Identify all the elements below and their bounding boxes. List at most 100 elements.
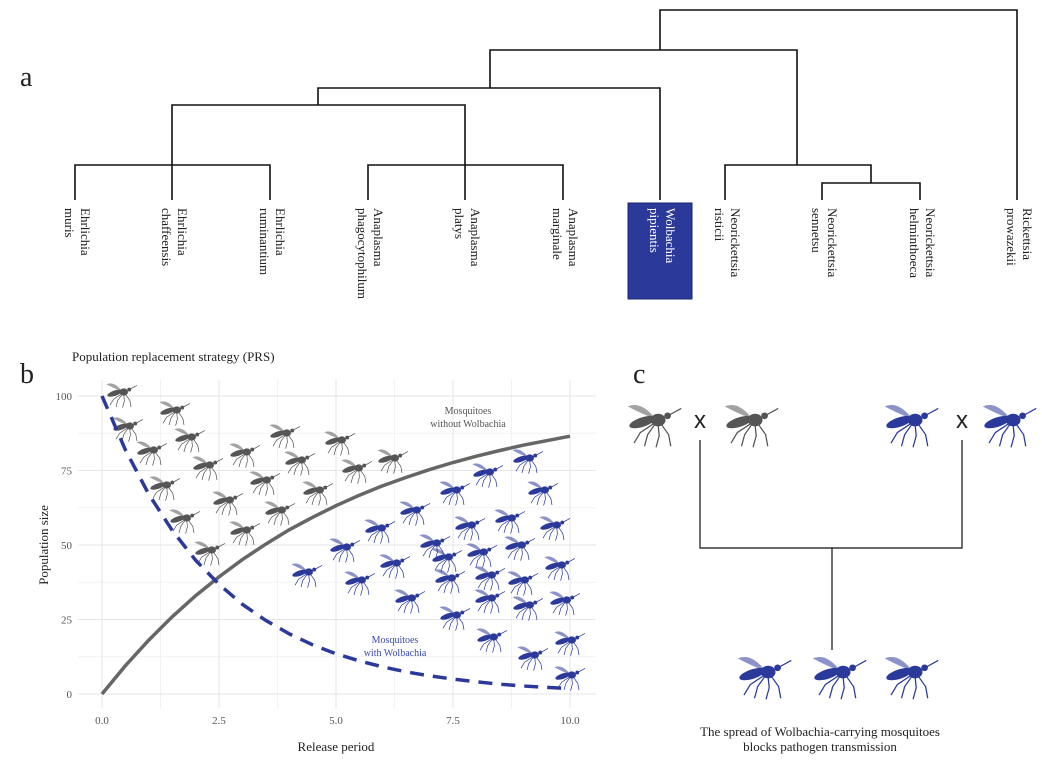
head (538, 651, 542, 655)
head (362, 464, 366, 468)
head (515, 514, 519, 518)
annotation: with Wolbachia (364, 648, 427, 659)
leaf-label: chaffeensis (159, 208, 174, 266)
mosquito-icon (725, 405, 779, 447)
head (250, 526, 254, 530)
mosquito-icon (628, 405, 682, 447)
head (455, 574, 459, 578)
y-tick-label: 25 (61, 615, 73, 627)
head (190, 514, 194, 518)
head (774, 664, 781, 671)
head (305, 456, 309, 460)
head (460, 611, 464, 615)
leaf-label: Wolbachia (663, 208, 678, 263)
leaf-label: Neorickettsia (923, 208, 938, 278)
wing (885, 657, 910, 670)
head (215, 546, 219, 550)
head (213, 461, 217, 465)
wing (983, 405, 1008, 418)
leaf-label: sennetsu (809, 208, 824, 253)
head (323, 486, 327, 490)
mosquito-icon (885, 657, 939, 699)
head (133, 422, 137, 426)
head (493, 468, 497, 472)
head (575, 636, 579, 640)
head (525, 541, 529, 545)
leaf-label: risticii (712, 208, 727, 242)
branch (490, 50, 797, 165)
head (180, 406, 184, 410)
wing (885, 405, 910, 418)
leaf-label: Ehrlichia (78, 208, 93, 256)
head (487, 548, 491, 552)
x-tick-label: 10.0 (560, 715, 580, 727)
x-tick-label: 5.0 (329, 715, 343, 727)
wing (813, 657, 838, 670)
leaf-label: phagocytophilum (355, 208, 370, 299)
mosquito-icon (738, 657, 792, 699)
leaf-label: Anaplasma (468, 208, 483, 267)
y-tick-label: 100 (56, 391, 73, 403)
mosquito-icon (983, 405, 1037, 447)
panel-label: a (20, 62, 33, 93)
leaf-label: Anaplasma (566, 208, 581, 267)
panel-label: b (20, 359, 34, 390)
head (533, 601, 537, 605)
y-axis-label: Population size (36, 505, 51, 585)
page: a b c Population replacement strategy (P… (0, 0, 1042, 760)
x-tick-label: 0.0 (95, 715, 109, 727)
chart-title: Population replacement strategy (PRS) (72, 349, 275, 364)
head (495, 594, 499, 598)
connector (700, 440, 962, 650)
leaf-label: Anaplasma (371, 208, 386, 267)
head (560, 521, 564, 525)
cross-lines (700, 440, 962, 650)
wing (725, 405, 750, 418)
leaf-label: Neorickettsia (728, 208, 743, 278)
head (127, 388, 131, 392)
x-axis-label: Release period (298, 739, 375, 754)
cross-symbol: x (956, 407, 968, 434)
leaf-label: Ehrlichia (175, 208, 190, 256)
y-tick-label: 50 (61, 540, 73, 552)
head (350, 543, 354, 547)
head (460, 486, 464, 490)
wing (628, 405, 653, 418)
y-tick-label: 75 (61, 466, 73, 478)
head (1019, 412, 1026, 419)
wing (738, 657, 763, 670)
head (528, 576, 532, 580)
head (250, 448, 254, 452)
head (385, 524, 389, 528)
head (921, 412, 928, 419)
head (420, 506, 424, 510)
head (157, 446, 161, 450)
head (365, 576, 369, 580)
head (170, 481, 174, 485)
head (497, 633, 501, 637)
head (400, 559, 404, 563)
head (921, 664, 928, 671)
leaf-label: prowazekii (1004, 208, 1019, 266)
head (575, 671, 579, 675)
leaf-label: pipientis (647, 208, 662, 253)
head (452, 553, 456, 557)
panel-label: c (633, 359, 645, 390)
head (565, 561, 569, 565)
tree (75, 10, 1017, 200)
leaf-label: Rickettsia (1020, 208, 1035, 260)
leaf-label: muris (62, 208, 77, 238)
leaf-label: Ehrlichia (273, 208, 288, 256)
branch (822, 183, 920, 200)
head (570, 596, 574, 600)
mosquito-icon (813, 657, 867, 699)
head (312, 568, 316, 572)
leaf-label: Neorickettsia (825, 208, 840, 278)
head (495, 571, 499, 575)
mosquito-icon (885, 405, 939, 447)
annotation: Mosquitoes (445, 406, 492, 417)
branch (660, 10, 1017, 200)
caption: blocks pathogen transmission (743, 739, 897, 754)
head (345, 436, 349, 440)
figure: a b c Population replacement strategy (P… (0, 0, 1042, 760)
